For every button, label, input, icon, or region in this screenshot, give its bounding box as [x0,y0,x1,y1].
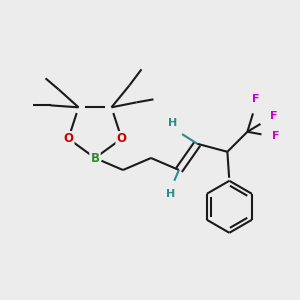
Text: F: F [272,131,279,141]
Text: F: F [252,94,259,104]
Text: H: H [167,189,176,199]
Text: O: O [63,132,74,145]
Text: F: F [270,111,277,121]
Text: O: O [117,132,127,145]
Text: H: H [168,118,177,128]
Text: B: B [91,152,100,164]
